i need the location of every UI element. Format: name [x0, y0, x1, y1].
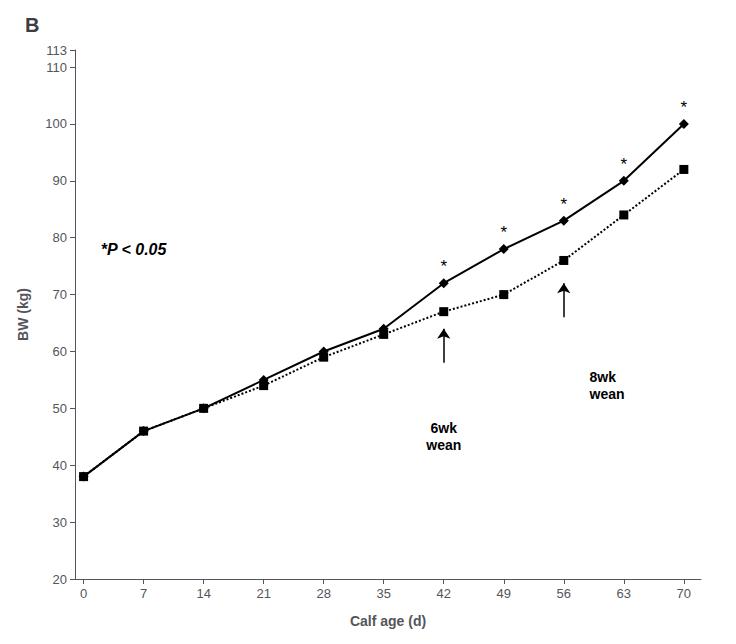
svg-text:113: 113 [46, 43, 67, 58]
svg-text:56: 56 [557, 586, 571, 601]
svg-text:wean: wean [425, 437, 461, 453]
svg-text:20: 20 [53, 572, 67, 587]
svg-text:42: 42 [437, 586, 451, 601]
svg-text:21: 21 [256, 586, 270, 601]
svg-text:0: 0 [80, 586, 87, 601]
svg-text:63: 63 [617, 586, 631, 601]
svg-text:7: 7 [140, 586, 147, 601]
svg-text:6wk: 6wk [431, 420, 458, 436]
svg-text:8wk: 8wk [590, 369, 617, 385]
svg-text:*: * [621, 155, 628, 174]
svg-text:60: 60 [53, 344, 67, 359]
svg-text:28: 28 [316, 586, 330, 601]
svg-text:90: 90 [53, 173, 67, 188]
svg-text:40: 40 [53, 458, 67, 473]
svg-text:*: * [500, 223, 507, 242]
svg-text:100: 100 [45, 116, 67, 131]
svg-text:BW (kg): BW (kg) [15, 288, 31, 341]
svg-text:B: B [25, 14, 39, 36]
svg-text:*: * [681, 98, 688, 117]
svg-text:*: * [560, 195, 567, 214]
svg-text:80: 80 [53, 230, 67, 245]
svg-text:14: 14 [196, 586, 210, 601]
svg-text:30: 30 [53, 515, 67, 530]
svg-text:*: * [440, 257, 447, 276]
svg-text:70: 70 [677, 586, 691, 601]
svg-text:70: 70 [53, 287, 67, 302]
svg-text:wean: wean [589, 386, 625, 402]
svg-text:35: 35 [376, 586, 390, 601]
svg-text:49: 49 [497, 586, 511, 601]
svg-text:Calf age (d): Calf age (d) [350, 613, 426, 629]
svg-text:*P < 0.05: *P < 0.05 [101, 241, 168, 258]
svg-text:50: 50 [53, 401, 67, 416]
svg-text:110: 110 [46, 60, 67, 75]
